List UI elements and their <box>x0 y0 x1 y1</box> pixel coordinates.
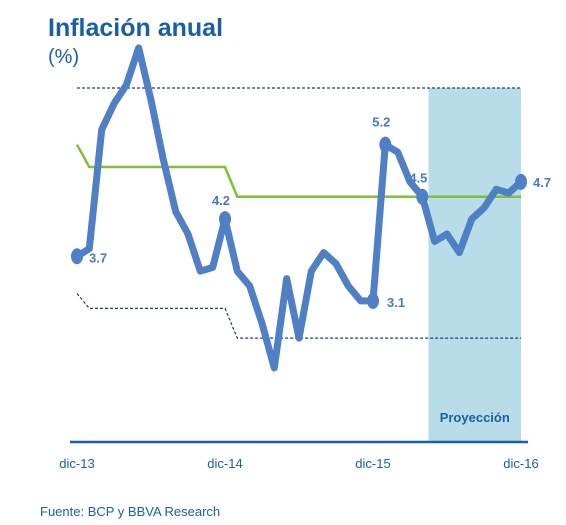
x-tick-label: dic-13 <box>59 456 94 471</box>
data-point-marker <box>515 173 527 190</box>
inflation-line <box>73 44 525 372</box>
data-label: 4.5 <box>409 171 427 186</box>
chart-title: Inflación anual <box>48 14 224 42</box>
data-point-marker <box>367 292 379 309</box>
target-line <box>75 144 521 198</box>
projection-label: Proyección <box>440 410 510 425</box>
data-point-marker <box>379 136 392 153</box>
x-tick-label: dic-16 <box>503 456 538 471</box>
data-point-marker <box>219 211 231 228</box>
projection-area <box>428 88 521 442</box>
data-label: 5.2 <box>372 115 390 130</box>
chart-subtitle: (%) <box>48 46 80 68</box>
source-note: Fuente: BCP y BBVA Research <box>40 504 221 519</box>
x-tick-label: dic-14 <box>207 456 242 471</box>
data-label: 3.1 <box>387 295 405 310</box>
x-tick-label: dic-15 <box>355 456 390 471</box>
data-point-marker <box>71 248 83 265</box>
data-label: 3.7 <box>89 250 107 265</box>
data-label: 4.2 <box>212 193 230 208</box>
data-label: 4.7 <box>533 175 551 190</box>
lower-band-line <box>76 293 521 339</box>
data-point-marker <box>416 188 429 205</box>
